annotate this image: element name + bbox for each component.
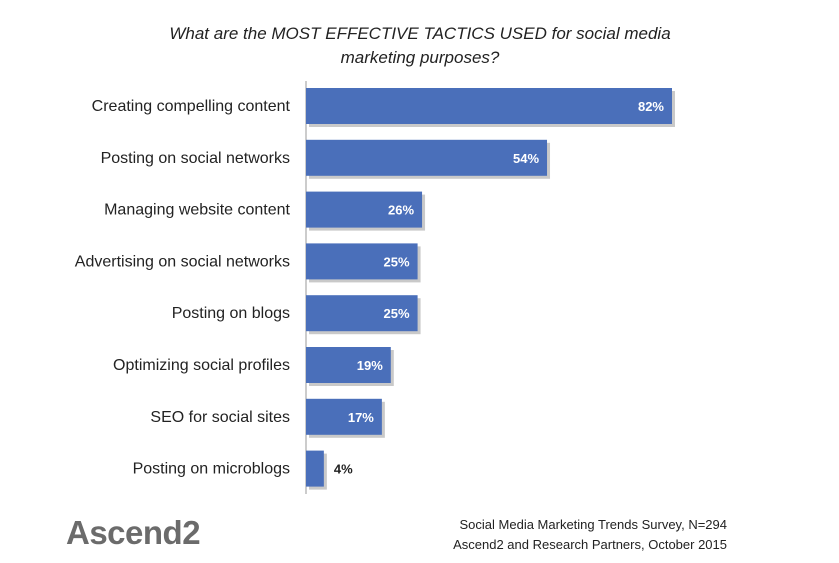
- chart-title-line-1: What are the MOST EFFECTIVE TACTICS USED…: [169, 24, 671, 43]
- chart-title: What are the MOST EFFECTIVE TACTICS USED…: [140, 22, 700, 70]
- bar: [306, 88, 672, 124]
- source-note: Social Media Marketing Trends Survey, N=…: [453, 515, 727, 555]
- logo-text: Ascend: [66, 514, 183, 551]
- bar: [306, 139, 548, 176]
- category-label: Managing website content: [104, 202, 290, 219]
- category-label: Posting on microblogs: [133, 461, 290, 478]
- category-label: SEO for social sites: [150, 409, 290, 426]
- value-label: 25%: [384, 306, 410, 321]
- bar: [306, 295, 418, 332]
- value-label: 4%: [334, 462, 353, 477]
- value-label: 54%: [513, 151, 539, 166]
- source-line-1: Social Media Marketing Trends Survey, N=…: [459, 517, 727, 532]
- logo-suffix: 2: [182, 514, 201, 551]
- value-label: 17%: [348, 410, 374, 425]
- category-label: Posting on blogs: [172, 305, 290, 322]
- chart-title-line-2: marketing purposes?: [340, 48, 500, 67]
- bars-group: Creating compelling content 82% Posting on…: [75, 88, 675, 490]
- category-label: Posting on social networks: [101, 150, 290, 167]
- value-label: 82%: [638, 99, 664, 114]
- ascend2-logo: Ascend2: [66, 513, 201, 553]
- value-label: 19%: [357, 358, 383, 373]
- value-label: 25%: [384, 254, 410, 269]
- category-label: Creating compelling content: [92, 98, 291, 115]
- bar: [306, 398, 382, 435]
- bar: [306, 347, 391, 383]
- bar: [306, 243, 418, 280]
- bar: [306, 450, 324, 487]
- source-line-2: Ascend2 and Research Partners, October 2…: [453, 537, 727, 552]
- bar: [306, 191, 423, 228]
- value-label: 26%: [388, 203, 414, 218]
- category-label: Optimizing social profiles: [113, 357, 290, 374]
- category-label: Advertising on social networks: [75, 253, 290, 270]
